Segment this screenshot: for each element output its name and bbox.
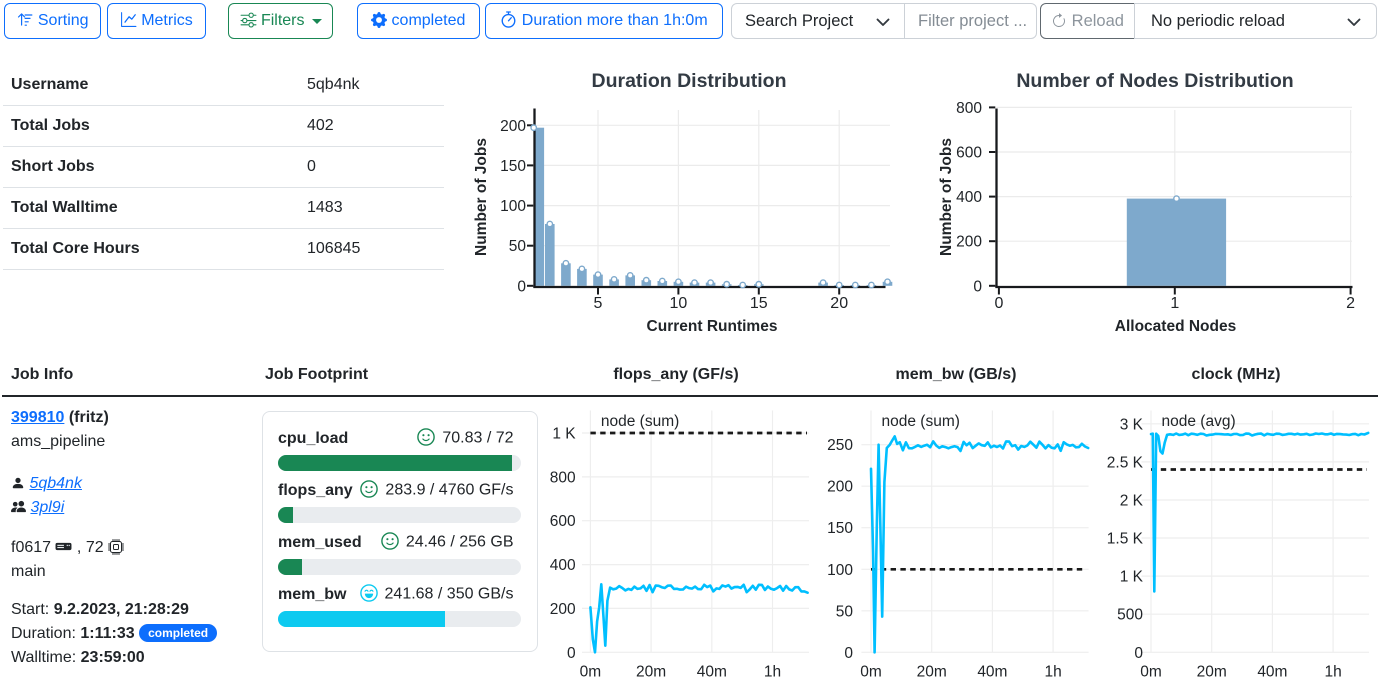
- svg-text:100: 100: [500, 198, 526, 215]
- svg-text:Current Runtimes: Current Runtimes: [647, 318, 778, 335]
- svg-text:Allocated Nodes: Allocated Nodes: [1115, 318, 1236, 335]
- svg-text:20m: 20m: [1197, 664, 1227, 680]
- svg-text:600: 600: [956, 145, 982, 162]
- svg-text:40m: 40m: [977, 664, 1007, 680]
- svg-text:500: 500: [1117, 607, 1143, 624]
- svg-text:20m: 20m: [636, 664, 666, 680]
- svg-text:800: 800: [550, 469, 576, 486]
- svg-text:0m: 0m: [860, 664, 882, 680]
- svg-text:200: 200: [956, 234, 982, 251]
- svg-text:Number of Jobs: Number of Jobs: [938, 138, 955, 256]
- svg-text:node (avg): node (avg): [1162, 413, 1236, 430]
- svg-text:node (sum): node (sum): [601, 413, 679, 430]
- svg-text:250: 250: [827, 437, 853, 454]
- svg-text:2 K: 2 K: [1120, 493, 1144, 510]
- svg-text:50: 50: [509, 238, 527, 255]
- svg-text:3 K: 3 K: [1120, 416, 1144, 433]
- svg-text:200: 200: [500, 118, 526, 135]
- svg-text:0: 0: [844, 645, 853, 662]
- svg-text:1h: 1h: [1044, 664, 1061, 680]
- svg-text:1 K: 1 K: [552, 426, 576, 443]
- svg-text:40m: 40m: [697, 664, 727, 680]
- svg-text:2.5 K: 2.5 K: [1107, 454, 1144, 471]
- svg-text:Duration Distribution: Duration Distribution: [592, 70, 787, 92]
- svg-text:400: 400: [550, 557, 576, 574]
- svg-text:40m: 40m: [1257, 664, 1287, 680]
- svg-text:Number of Jobs: Number of Jobs: [473, 138, 490, 256]
- svg-text:Number of Nodes Distribution: Number of Nodes Distribution: [1016, 70, 1293, 92]
- svg-text:20: 20: [830, 295, 848, 312]
- svg-text:600: 600: [550, 513, 576, 530]
- svg-text:node (sum): node (sum): [882, 413, 960, 430]
- svg-text:1h: 1h: [1324, 664, 1341, 680]
- svg-text:200: 200: [550, 601, 576, 618]
- svg-text:0: 0: [517, 278, 526, 295]
- svg-text:0m: 0m: [1140, 664, 1162, 680]
- svg-text:50: 50: [836, 603, 854, 620]
- svg-text:150: 150: [827, 520, 853, 537]
- svg-text:15: 15: [750, 295, 768, 312]
- svg-text:0m: 0m: [580, 664, 602, 680]
- svg-text:0: 0: [567, 645, 576, 662]
- svg-text:1: 1: [1170, 295, 1179, 312]
- svg-text:1h: 1h: [764, 664, 781, 680]
- svg-text:1 K: 1 K: [1120, 569, 1144, 586]
- svg-text:800: 800: [956, 100, 982, 117]
- svg-text:0: 0: [994, 295, 1003, 312]
- svg-text:1.5 K: 1.5 K: [1107, 531, 1144, 548]
- svg-text:10: 10: [670, 295, 688, 312]
- svg-text:20m: 20m: [917, 664, 947, 680]
- svg-text:0: 0: [1134, 645, 1143, 662]
- svg-text:100: 100: [827, 562, 853, 579]
- svg-text:200: 200: [827, 479, 853, 496]
- svg-text:5: 5: [594, 295, 603, 312]
- svg-text:2: 2: [1346, 295, 1355, 312]
- svg-text:150: 150: [500, 158, 526, 175]
- svg-text:0: 0: [973, 278, 982, 295]
- svg-text:400: 400: [956, 189, 982, 206]
